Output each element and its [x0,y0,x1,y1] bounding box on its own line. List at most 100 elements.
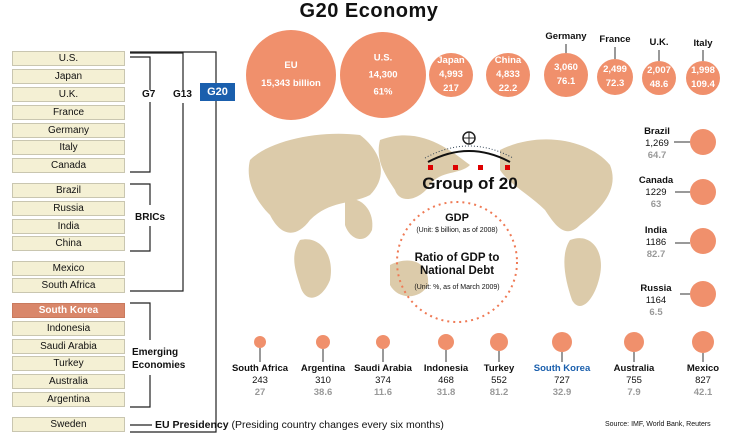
japan-ratio: 217 [443,83,459,94]
member-south-africa: South Africa [12,278,125,293]
bubble-canada [690,179,716,205]
india-name: India [644,225,668,236]
mexico-values: Mexico 827 42.1 [687,363,719,399]
argentina-gdp: 310 [315,375,331,386]
bubble-japan [429,53,473,97]
member-canada: Canada [12,158,125,173]
member-mexico: Mexico [12,261,125,276]
member-uk: U.K. [12,87,125,102]
south-africa-name: South Africa [231,363,289,374]
bubble-saudi-arabia [376,335,390,349]
japan-values: Japan 4,993 217 [437,54,464,96]
france-name: France [599,34,631,45]
china-name: China [494,55,522,66]
bubble-france [597,59,633,95]
bubble-argentina [316,335,330,349]
g20-emblem [424,131,514,170]
us-ratio: 61% [373,86,393,98]
bubble-germany [544,53,588,97]
member-china: China [12,236,125,251]
mexico-name: Mexico [686,363,720,374]
member-australia: Australia [12,374,125,389]
member-sweden: Sweden [12,417,125,432]
bubble-italy [686,61,720,95]
argentina-name: Argentina [300,363,346,374]
bubble-turkey [490,333,508,351]
argentina-ratio: 38.6 [313,387,333,398]
g20-badge: G20 [200,83,235,101]
uk-gdp: 2,007 [647,65,671,76]
saudi-arabia-ratio: 11.6 [374,387,392,398]
canada-values: Canada 1229 63 [639,175,673,211]
gdp-bubbles [246,30,720,353]
russia-ratio: 6.5 [649,307,663,318]
member-japan: Japan [12,69,125,84]
china-ratio: 22.2 [498,83,518,94]
legend-gdp-unit: (Unit: $ billion, as of 2008) [416,227,498,234]
member-russia: Russia [12,201,125,216]
turkey-values: Turkey 552 81.2 [484,363,514,399]
south-africa-ratio: 27 [254,387,266,398]
us-values: U.S. 14,300 61% [368,50,397,101]
uk-name: U.K. [649,37,669,48]
bubble-india [690,228,716,254]
group-brackets [130,51,217,433]
germany-ratio: 76.1 [556,76,576,87]
bubble-mexico [692,331,714,353]
member-argentina: Argentina [12,392,125,407]
china-gdp: 4,833 [496,69,520,80]
member-india: India [12,219,125,234]
australia-values: Australia 755 7.9 [614,363,655,399]
g7-label: G7 [142,89,156,100]
bubble-uk [642,61,676,95]
member-germany: Germany [12,123,125,138]
italy-ratio: 109.4 [691,79,715,90]
indonesia-name: Indonesia [423,363,469,374]
france-ratio: 72.3 [605,78,625,89]
bubble-south-africa [254,336,266,348]
member-italy: Italy [12,140,125,155]
argentina-values: Argentina 310 38.6 [301,363,345,399]
south-korea-name: South Korea [533,363,591,374]
bubble-us [340,32,426,118]
mexico-ratio: 42.1 [693,387,713,398]
china-values: China 4,833 22.2 [495,54,521,96]
france-values: 2,499 72.3 [603,63,627,91]
japan-name: Japan [437,55,465,66]
mexico-gdp: 827 [695,375,711,386]
turkey-ratio: 81.2 [489,387,509,398]
source-note: Source: IMF, World Bank, Reuters [605,421,711,428]
australia-ratio: 7.9 [627,387,641,398]
italy-gdp: 1,998 [691,65,715,76]
saudi-arabia-name: Saudi Arabia [354,363,412,374]
uk-values: 2,007 48.6 [647,64,671,92]
brazil-values: Brazil 1,269 64.7 [644,126,670,162]
turkey-gdp: 552 [491,375,507,386]
south-korea-values: South Korea 727 32.9 [534,363,590,399]
germany-values: 3,060 76.1 [554,61,578,89]
g13-label: G13 [173,89,192,100]
member-saudi-arabia: Saudi Arabia [12,339,125,354]
canada-name: Canada [638,175,674,186]
india-values: India 1186 82.7 [645,225,667,261]
world-map [248,133,613,306]
brazil-gdp: 1,269 [645,138,669,149]
page-title: G20 Economy [299,0,439,22]
legend-gdp: GDP [445,212,469,224]
eu-name: EU [284,60,298,71]
legend-ratio-unit: (Unit: %, as of March 2009) [414,284,500,291]
south-africa-values: South Africa 243 27 [232,363,288,399]
legend-ratio: Ratio of GDP to National Debt [414,252,500,277]
italy-values: 1,998 109.4 [691,64,715,92]
bubble-eu [246,30,336,120]
france-gdp: 2,499 [603,64,627,75]
indonesia-gdp: 468 [438,375,454,386]
member-turkey: Turkey [12,356,125,371]
south-korea-ratio: 32.9 [552,387,572,398]
germany-gdp: 3,060 [554,62,578,73]
member-france: France [12,105,125,120]
russia-name: Russia [640,283,672,294]
saudi-arabia-gdp: 374 [375,375,391,386]
japan-gdp: 4,993 [439,69,463,80]
